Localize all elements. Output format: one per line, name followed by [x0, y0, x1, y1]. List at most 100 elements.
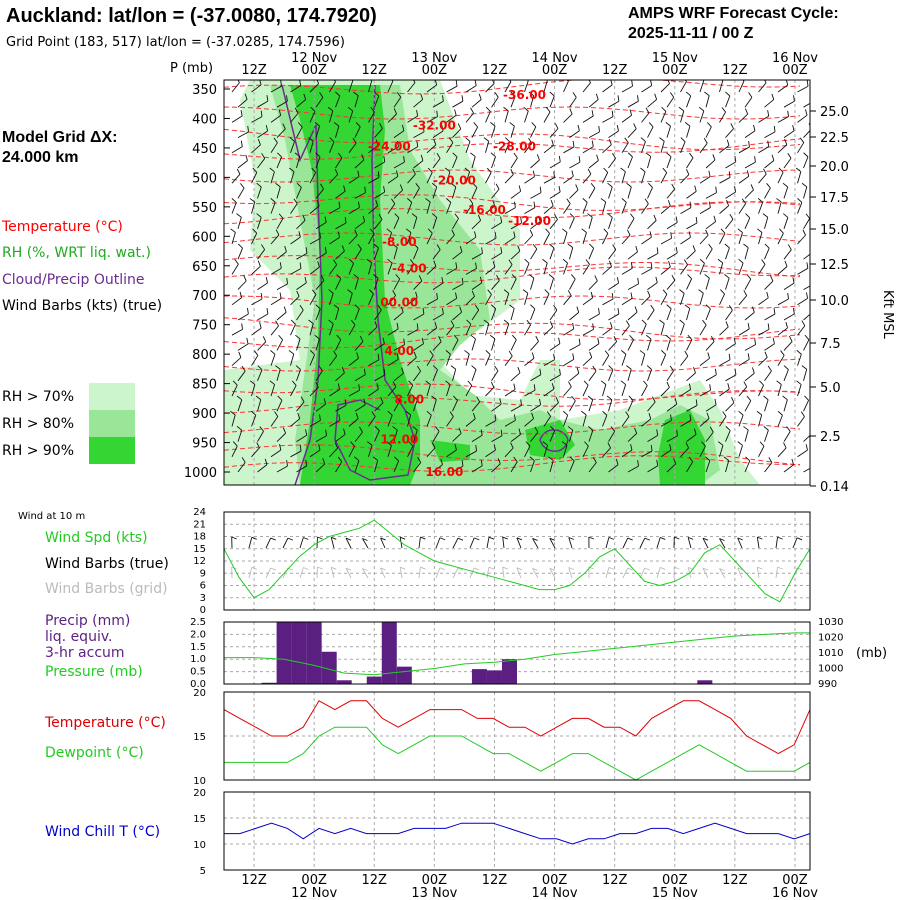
wind-barb-staff: [270, 267, 282, 275]
wind-barb-flag: [500, 429, 503, 436]
wind-barb-staff: [797, 416, 805, 427]
model-grid-label: Model Grid ΔX:: [2, 129, 118, 146]
wind-barb-staff: [426, 84, 437, 93]
wind-barb-flag: [737, 228, 743, 233]
bottom-tick-hour: 12Z: [602, 873, 628, 888]
wind-barb-staff: [393, 311, 404, 321]
surface-barb-staff: [656, 537, 661, 549]
wind-barb-staff: [783, 282, 795, 290]
wind-barb-staff: [621, 202, 627, 214]
wind-barb-staff: [315, 338, 320, 351]
wind-barb-flag: [363, 368, 366, 375]
surface-barb-flag: [287, 537, 294, 541]
wind-barb-flag: [354, 456, 360, 462]
cloud-outline: [281, 84, 323, 485]
wind-barb-staff: [329, 207, 341, 214]
wind-barb-staff: [797, 171, 802, 184]
legend-wind-barbs-grid: Wind Barbs (grid): [45, 581, 168, 597]
height-axis: 25.022.520.017.515.012.510.07.55.02.50.1…: [810, 105, 849, 495]
surface-barb-flag: [362, 568, 368, 571]
wind-barb-staff: [719, 445, 724, 457]
wind-barb-flag: [706, 412, 710, 419]
wind-barb-staff: [549, 219, 558, 230]
wind-barb-staff: [335, 190, 346, 199]
surface-barb-flag: [568, 537, 574, 540]
wind-barb-flag: [662, 167, 668, 173]
wind-barb-flag: [762, 213, 769, 218]
wind-barb-staff: [647, 338, 652, 351]
wind-barb-flag: [278, 334, 283, 341]
wind-barb-staff: [329, 355, 338, 366]
surface-barb-flag: [317, 536, 323, 540]
wind-barb-flag: [704, 274, 710, 279]
wind-barb-flag: [350, 441, 355, 447]
wind-barb-staff: [471, 99, 482, 108]
wind-barb-flag: [295, 365, 301, 370]
wind-barb-flag: [741, 198, 747, 204]
wind-barb-staff: [426, 384, 431, 397]
wind-barb-staff: [758, 232, 763, 245]
wind-barb-staff: [699, 389, 711, 397]
wind-barb-staff: [315, 97, 324, 108]
wind-barb-flag: [685, 91, 692, 97]
wind-barb-staff: [705, 431, 714, 442]
wind-barb-staff: [354, 277, 359, 290]
wind-barb-flag: [413, 243, 419, 249]
wind-barb-flag: [641, 319, 647, 325]
wind-barb-flag: [592, 323, 594, 330]
wind-barb-flag: [433, 138, 437, 145]
wind-barb-staff: [485, 387, 495, 397]
wind-barb-staff: [608, 341, 617, 351]
wind-barb-staff: [276, 311, 287, 321]
wind-barb-staff: [432, 369, 438, 381]
wind-barb-staff: [237, 343, 249, 351]
wind-barb-staff: [237, 99, 248, 108]
wind-barb-flag: [232, 441, 238, 447]
wind-barb-staff: [231, 146, 243, 154]
wind-barb-staff: [797, 325, 806, 336]
wind-barb-staff: [764, 247, 770, 260]
wind-barb-flag: [475, 445, 477, 452]
wind-barb-flag: [673, 458, 677, 464]
wind-barb-staff: [393, 278, 401, 290]
wind-barb-staff: [374, 247, 379, 260]
wind-barb-flag: [348, 258, 354, 264]
wind-barb-staff: [660, 323, 665, 336]
forecast-cycle-value: 2025-11-11 / 00 Z: [628, 25, 754, 42]
wind-barb-staff: [251, 116, 263, 123]
wind-barb-staff: [446, 416, 454, 427]
legend-rh70-swatch: [89, 383, 135, 410]
wind-barb-flag: [683, 259, 688, 265]
cross-section-frame: [223, 79, 811, 486]
wind-barb-staff: [621, 354, 627, 366]
wind-barb-flag: [616, 277, 620, 284]
wind-barb-staff: [374, 343, 385, 351]
wind-barb-staff: [641, 295, 651, 306]
wind-barb-staff: [387, 80, 394, 93]
wind-barb-staff: [315, 370, 323, 382]
wind-barb-flag: [239, 183, 245, 189]
wind-barb-flag: [457, 123, 462, 130]
wind-barb-flag: [776, 198, 782, 203]
wind-barb-flag: [555, 397, 559, 403]
wind-barb-flag: [344, 216, 347, 224]
wind-barb-staff: [621, 325, 630, 336]
wind-barb-flag: [379, 123, 383, 129]
wind-barb-flag: [499, 398, 502, 405]
wind-barb-staff: [510, 405, 522, 412]
wind-barb-flag: [530, 304, 536, 310]
wind-barb-staff: [621, 267, 633, 275]
wind-barb-flag: [289, 137, 295, 142]
wind-barb-flag: [400, 306, 404, 313]
wind-barb-staff: [315, 156, 321, 169]
wind-barb-staff: [471, 187, 478, 199]
wind-barb-staff: [680, 174, 690, 184]
wind-barb-staff: [582, 202, 588, 214]
wind-barb-flag: [598, 308, 600, 315]
wind-barb-staff: [471, 309, 480, 321]
wind-barb-staff: [413, 462, 422, 473]
wind-barb-staff: [621, 114, 632, 123]
wind-barb-staff: [504, 237, 516, 245]
